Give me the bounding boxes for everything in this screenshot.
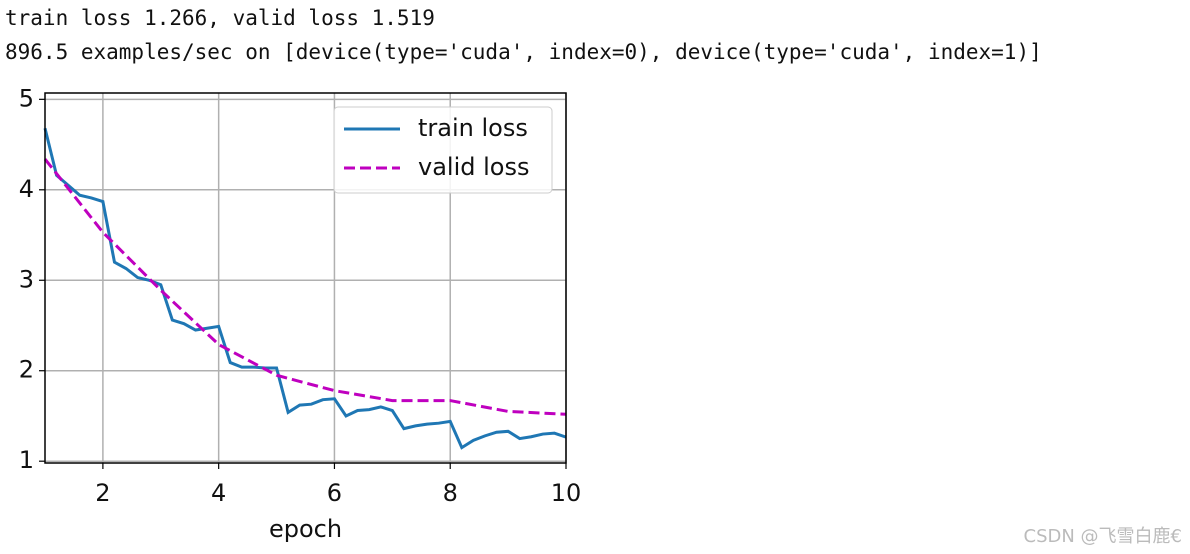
legend: train loss valid loss [333,106,553,194]
line-series [43,127,567,450]
legend-label: valid loss [418,153,529,181]
y-tick-label: 3 [19,265,34,293]
x-axis-label: epoch [269,515,342,543]
output-line: 896.5 examples/sec on [device(type='cuda… [5,40,1042,64]
legend-label: train loss [418,114,528,142]
y-tick-label: 1 [19,446,34,474]
x-tick-label: 4 [211,479,226,507]
line-series [43,158,567,416]
y-tick-label: 5 [19,84,34,112]
x-tick-label: 6 [327,479,342,507]
output-line: train loss 1.266, valid loss 1.519 [5,6,435,30]
x-tick-label: 2 [95,479,110,507]
watermark: CSDN @飞雪白鹿€ [1023,526,1183,547]
y-tick-label: 2 [19,356,34,384]
y-tick-label: 4 [19,175,34,203]
x-tick-label: 10 [551,479,582,507]
x-tick-label: 8 [443,479,458,507]
plot-frame [44,92,567,464]
